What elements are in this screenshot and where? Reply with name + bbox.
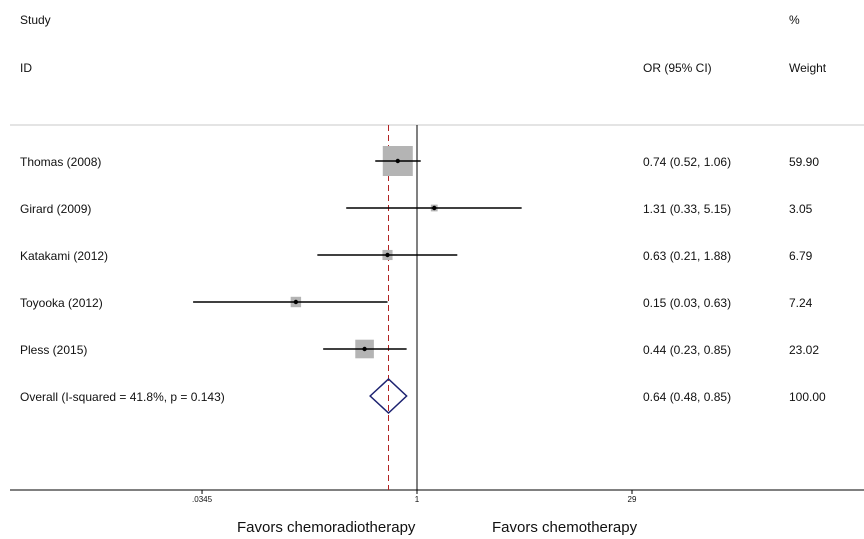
study-weight: 7.24 [789,296,813,310]
overall-label: Overall (I-squared = 41.8%, p = 0.143) [20,390,225,404]
x-label-right: Favors chemotherapy [492,519,638,536]
study-label: Toyooka (2012) [20,296,103,310]
study-label: Pless (2015) [20,343,88,357]
study-weight: 6.79 [789,249,813,263]
study-label: Girard (2009) [20,202,92,216]
study-ci: 0.44 (0.23, 0.85) [643,343,732,357]
study-label: Thomas (2008) [20,155,102,169]
point-estimate [395,158,400,164]
x-tick-label: 1 [414,495,420,504]
point-estimate [385,252,390,258]
header-id: ID [20,61,32,75]
study-ci: 1.31 (0.33, 5.15) [643,202,732,216]
study-ci: 0.74 (0.52, 1.06) [643,155,732,169]
header-weight: Weight [789,61,827,75]
header-or: OR (95% CI) [643,61,712,75]
x-label-left: Favors chemoradiotherapy [237,519,416,536]
point-estimate [293,299,299,305]
study-ci: 0.15 (0.03, 0.63) [643,296,732,310]
study-weight: 3.05 [789,202,813,216]
study-label: Katakami (2012) [20,249,109,263]
point-estimate [432,205,437,211]
x-tick-label: 29 [627,495,637,504]
overall-weight: 100.00 [789,390,826,404]
overall-ci: 0.64 (0.48, 0.85) [643,390,732,404]
header-percent: % [789,13,800,27]
point-estimate [362,346,367,352]
study-weight: 59.90 [789,155,820,169]
header-study: Study [20,13,51,27]
study-ci: 0.63 (0.21, 1.88) [643,249,732,263]
overall-diamond [369,377,408,415]
study-weight: 23.02 [789,343,820,357]
x-tick-label: .0345 [192,495,213,504]
